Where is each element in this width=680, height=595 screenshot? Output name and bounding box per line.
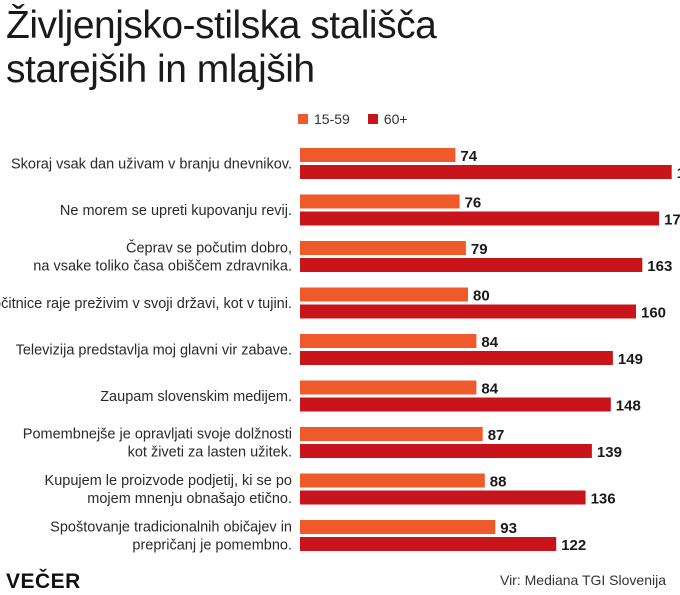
value-label-series-1-2: 76 (465, 195, 482, 212)
value-label-series-1-4: 80 (473, 288, 490, 305)
value-label-series-1-3: 79 (471, 241, 488, 258)
legend-item-series-2: 60+ (367, 111, 408, 127)
value-label-series-2-4: 160 (641, 305, 666, 322)
bar-group-3: 79 163 Čeprav se počutim dobro, na vsake to… (33, 240, 672, 276)
bar-series-2-6 (300, 397, 611, 412)
bar-group-6: 84 148 Zaupam slovenskim medijem. (100, 380, 641, 415)
bar-group-9: 93 122 Spoštovanje tradicionalnih običajev… (50, 520, 586, 555)
bar-series-2-8 (300, 490, 586, 505)
category-label-1: Skoraj vsak dan uživam v branju dnevniko… (11, 157, 292, 173)
vecer-logo: VEČER (6, 570, 81, 593)
legend-swatch-series-1 (298, 114, 308, 124)
category-label-3-line-1: Čeprav se počutim dobro, (126, 240, 292, 257)
bar-series-1-2 (300, 194, 460, 209)
bar-series-2-4 (300, 304, 636, 319)
bar-series-2-2 (300, 211, 660, 226)
value-label-series-2-3: 163 (647, 258, 672, 275)
bar-series-1-7 (300, 427, 483, 441)
bar-series-1-9 (300, 520, 496, 534)
bar-group-2: 76 171 Ne morem se upreti kupovanju revij. (60, 194, 680, 229)
category-label-9-line-1: Spoštovanje tradicionalnih običajev in (50, 520, 292, 536)
bar-group-7: 87 139 Pomembnejše je opravljati svoje dol… (23, 427, 622, 462)
bar-series-2-9 (300, 537, 557, 551)
bar-series-1-5 (300, 334, 477, 348)
bar-group-4: 80 160 Počitnice raje preživim v svoji drž… (0, 287, 666, 322)
value-label-series-1-7: 87 (488, 427, 505, 444)
category-label-6: Zaupam slovenskim medijem. (100, 389, 292, 405)
page-title: Življenjsko-stilska stališča starejših i… (6, 4, 666, 92)
title-line-1: Življenjsko-stilska stališča (6, 4, 437, 47)
bar-series-1-4 (300, 287, 468, 302)
source-note: Vir: Mediana TGI Slovenija (499, 572, 666, 588)
legend-item-series-1: 15-59 (298, 111, 350, 127)
chart-legend: 15-59 60+ (298, 109, 408, 129)
bar-group-8: 88 136 Kupujem le proizvode podjetij, ki s… (45, 473, 616, 508)
value-label-series-2-6: 148 (616, 398, 641, 415)
bar-series-1-8 (300, 473, 485, 488)
category-label-5: Televizija predstavlja moj glavni vir za… (16, 343, 292, 359)
value-label-series-1-9: 93 (500, 520, 517, 537)
value-label-series-1-8: 88 (490, 474, 507, 491)
value-label-series-2-8: 136 (591, 491, 616, 508)
value-label-series-1-5: 84 (481, 334, 498, 351)
bar-group-5: 84 149 Televizija predstavlja moj glavni v… (16, 334, 643, 368)
bar-series-2-1 (300, 165, 672, 179)
legend-label-series-2: 60+ (383, 111, 408, 127)
category-label-7-line-2: kot živeti za lasten užitek. (128, 445, 292, 461)
bar-series-1-3 (300, 241, 466, 255)
category-label-4: Počitnice raje preživim v svoji državi, … (0, 296, 292, 312)
bar-series-2-3 (300, 258, 643, 272)
legend-label-series-1: 15-59 (314, 111, 350, 127)
category-label-7-line-1: Pomembnejše je opravljati svoje dolžnost… (23, 427, 292, 443)
value-label-series-1-1: 74 (460, 148, 477, 165)
value-label-series-2-1: 177 (677, 165, 680, 182)
title-line-2: starejših in mlajših (6, 48, 315, 91)
bar-group-1: 74 177 Skoraj vsak dan uživam v branju dne… (11, 148, 680, 182)
value-label-series-1-6: 84 (481, 381, 498, 398)
value-label-series-2-2: 171 (664, 212, 680, 229)
value-label-series-2-5: 149 (618, 351, 643, 368)
value-label-series-2-7: 139 (597, 444, 622, 461)
bar-series-1-6 (300, 380, 477, 395)
bar-series-2-5 (300, 351, 613, 365)
category-label-8-line-1: Kupujem le proizvode podjetij, ki se po (45, 473, 292, 489)
category-label-2: Ne morem se upreti kupovanju revij. (60, 203, 292, 219)
value-label-series-2-9: 122 (561, 537, 586, 554)
bar-series-1-1 (300, 148, 456, 162)
category-label-9-line-2: prepričanj je pomembno. (132, 538, 292, 554)
legend-swatch-series-2 (367, 114, 378, 124)
category-label-8-line-2: mojem mnenju obnašajo etično. (87, 491, 292, 507)
category-label-3-line-2: na vsake toliko časa obiščem zdravnika. (33, 259, 292, 275)
bar-series-2-7 (300, 444, 592, 458)
